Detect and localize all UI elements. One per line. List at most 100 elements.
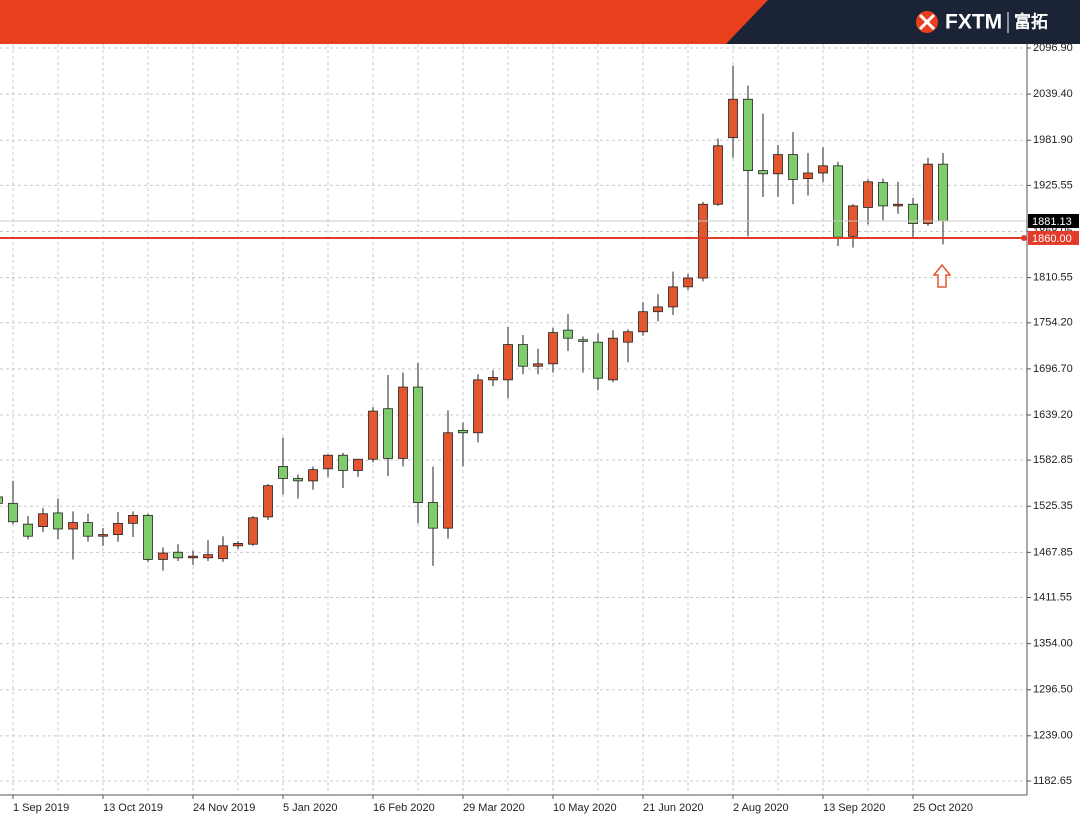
header: FXTM 富拓 — [0, 0, 1080, 44]
candle-body — [23, 523, 33, 537]
candle-body — [128, 514, 138, 524]
candle-body — [728, 98, 738, 139]
candle-body — [878, 182, 888, 207]
candle-body — [248, 517, 258, 545]
candle-body — [608, 337, 618, 381]
candle-body — [818, 165, 828, 174]
candle-body — [533, 363, 543, 367]
candle-body — [218, 545, 228, 560]
y-tick-label: 1639.20 — [1033, 409, 1073, 421]
candle-body — [638, 311, 648, 333]
candle-body — [938, 163, 948, 222]
candle-body — [458, 429, 468, 434]
x-tick-label: 13 Oct 2019 — [103, 802, 163, 814]
last-price-label: 1881.13 — [1032, 216, 1072, 228]
candle-body — [443, 432, 453, 529]
logo-icon-mark — [918, 13, 936, 31]
x-tick-label: 5 Jan 2020 — [283, 802, 337, 814]
y-tick-label: 1981.90 — [1033, 134, 1073, 146]
candle-body — [428, 502, 438, 529]
y-tick-label: 1354.00 — [1033, 638, 1073, 650]
x-tick-label: 13 Sep 2020 — [823, 802, 885, 814]
axes: 2096.902039.401981.901925.551868.051810.… — [0, 42, 1073, 814]
y-tick-label: 1696.70 — [1033, 363, 1073, 375]
y-tick-label: 1239.00 — [1033, 730, 1073, 742]
candle-body — [263, 485, 273, 518]
y-tick-label: 1925.55 — [1033, 179, 1073, 191]
y-tick-label: 1411.55 — [1033, 591, 1072, 603]
y-tick-label: 1182.65 — [1033, 775, 1072, 787]
arrow-annotation — [932, 263, 952, 288]
y-tick-label: 1525.35 — [1033, 500, 1073, 512]
candle-body — [278, 466, 288, 479]
candle-body — [0, 496, 3, 504]
x-tick-label: 10 May 2020 — [553, 802, 617, 814]
candle-body — [548, 332, 558, 365]
candle-body — [293, 478, 303, 482]
x-tick-label: 21 Jun 2020 — [643, 802, 704, 814]
level-label: 1860.00 — [1032, 233, 1072, 245]
candle-body — [863, 181, 873, 208]
candle-body — [683, 277, 693, 288]
y-tick-label: 2096.90 — [1033, 42, 1073, 54]
y-tick-label: 1810.55 — [1033, 271, 1073, 283]
candle-body — [923, 163, 933, 224]
candle-body — [143, 514, 153, 560]
x-tick-label: 1 Sep 2019 — [13, 802, 69, 814]
candle-body — [578, 339, 588, 342]
candle-body — [488, 377, 498, 381]
candle-body — [113, 522, 123, 535]
candle-body — [173, 551, 183, 559]
candle-body — [773, 154, 783, 175]
candle-body — [308, 469, 318, 482]
candle-body — [68, 522, 78, 530]
last-price-tag — [1028, 214, 1079, 229]
y-tick-label: 2039.40 — [1033, 88, 1073, 100]
candle-body — [518, 344, 528, 367]
candle-body — [188, 555, 198, 559]
candle-body — [233, 543, 243, 547]
candle-body — [338, 454, 348, 471]
candle-body — [653, 306, 663, 313]
candle-body — [383, 408, 393, 459]
candle-body — [668, 286, 678, 308]
candle-body — [53, 512, 63, 530]
candle-body — [38, 513, 48, 527]
y-tick-label: 1582.85 — [1033, 454, 1073, 466]
candle-body — [83, 522, 93, 537]
x-tick-label: 2 Aug 2020 — [733, 802, 789, 814]
candle-body — [398, 386, 408, 459]
y-tick-label: 1467.85 — [1033, 546, 1073, 558]
level-tag — [1028, 230, 1079, 245]
candles — [0, 65, 1027, 571]
y-tick-label: 1754.20 — [1033, 317, 1073, 329]
candle-body — [473, 379, 483, 434]
y-tick-label: 1296.50 — [1033, 684, 1073, 696]
candle-body — [593, 341, 603, 379]
candle-body — [158, 552, 168, 560]
grid — [0, 44, 1027, 795]
brand: FXTM — [945, 11, 1002, 34]
candle-body — [893, 203, 903, 207]
candle-body — [353, 458, 363, 471]
candle-body — [743, 98, 753, 171]
candle-body — [503, 344, 513, 381]
candle-body — [698, 203, 708, 279]
x-tick-label: 25 Oct 2020 — [913, 802, 973, 814]
x-tick-label: 29 Mar 2020 — [463, 802, 525, 814]
candle-body — [788, 154, 798, 180]
header-logo-panel — [726, 0, 1080, 44]
candle-body — [908, 203, 918, 224]
candle-body — [833, 165, 843, 238]
candle-body — [323, 454, 333, 470]
candle-body — [98, 534, 108, 537]
brand-cn: 富拓 — [1014, 11, 1048, 31]
candle-body — [563, 329, 573, 339]
candle-body — [368, 410, 378, 460]
candle-body — [203, 554, 213, 559]
candle-body — [713, 145, 723, 205]
level-marker — [1021, 234, 1027, 241]
candle-body — [803, 172, 813, 180]
